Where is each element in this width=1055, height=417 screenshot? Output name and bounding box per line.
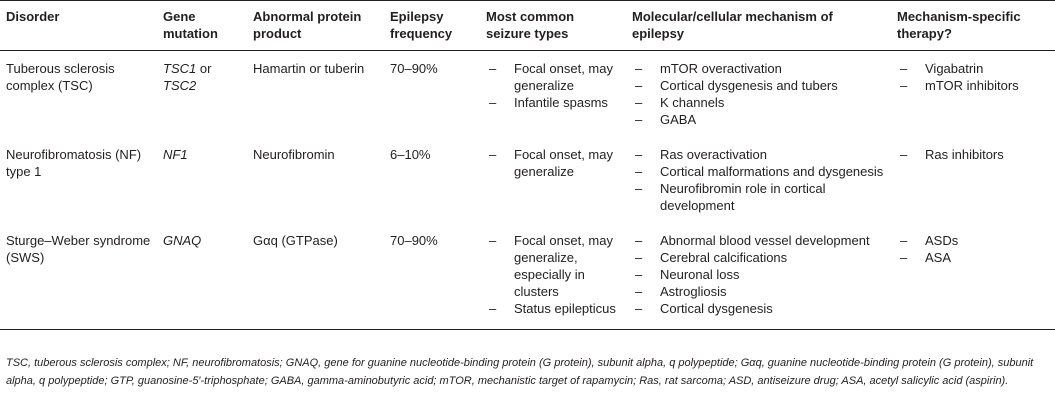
header-disorder: Disorder xyxy=(0,0,157,51)
gene-cell: NF1 xyxy=(157,137,247,223)
mechanism-cell: Ras overactivation Cortical malformation… xyxy=(626,137,891,223)
frequency-cell: 6–10% xyxy=(390,147,431,162)
mechanism-cell: mTOR overactivation Cortical dysgenesis … xyxy=(626,51,891,138)
header-abnormal-protein: Abnormal protein product xyxy=(247,0,384,51)
list-item: GABA xyxy=(632,111,885,128)
protein-cell: Neurofibromin xyxy=(253,147,335,162)
header-row: Disorder Gene mutation Abnormal protein … xyxy=(0,0,1055,51)
list-item: Ras inhibitors xyxy=(897,146,1049,163)
seizure-cell: Focal onset, may generalize Infantile sp… xyxy=(480,51,626,138)
gene-name: TSC2 xyxy=(163,78,197,93)
therapy-cell: Vigabatrin mTOR inhibitors xyxy=(891,51,1055,138)
disorder-cell: Tuberous sclerosis complex (TSC) xyxy=(6,61,115,93)
frequency-cell: 70–90% xyxy=(384,223,480,330)
list-item: Vigabatrin xyxy=(897,60,1049,77)
list-item: Cerebral calcifications xyxy=(632,249,885,266)
table-row: Tuberous sclerosis complex (TSC) TSC1 or… xyxy=(0,51,1055,138)
list-item: mTOR overactivation xyxy=(632,60,885,77)
gene-cell: GNAQ xyxy=(157,223,247,330)
list-item: Cortical dysgenesis and tubers xyxy=(632,77,885,94)
list-item: Infantile spasms xyxy=(486,94,620,111)
table-footnote: TSC, tuberous sclerosis complex; NF, neu… xyxy=(6,357,1034,387)
list-item: Cortical dysgenesis xyxy=(632,300,885,317)
gene-cell: TSC1 or TSC2 xyxy=(157,51,247,138)
frequency-cell: 70–90% xyxy=(390,61,438,76)
gene-name: NF1 xyxy=(163,147,188,162)
list-item: ASA xyxy=(897,249,1049,266)
protein-cell: Hamartin or tuberin xyxy=(253,61,365,76)
mechanism-cell: Abnormal blood vessel development Cerebr… xyxy=(626,223,891,330)
gene-name: GNAQ xyxy=(163,233,202,248)
list-item: Neuronal loss xyxy=(632,266,885,283)
disorder-cell: Neurofibromatosis (NF) type 1 xyxy=(6,147,142,179)
gene-name: TSC1 xyxy=(163,61,197,76)
disorder-cell: Sturge–Weber syndrome (SWS) xyxy=(0,223,157,330)
list-item: Status epilepticus xyxy=(486,300,620,317)
therapy-cell: Ras inhibitors xyxy=(891,137,1055,223)
table-row: Neurofibromatosis (NF) type 1 NF1 Neurof… xyxy=(0,137,1055,223)
therapy-cell: ASDs ASA xyxy=(891,223,1055,330)
list-item: Astrogliosis xyxy=(632,283,885,300)
header-therapy: Mechanism-specific therapy? xyxy=(891,0,1055,51)
header-gene-mutation: Gene mutation xyxy=(157,0,247,51)
list-item: Neurofibromin role in cortical developme… xyxy=(632,180,885,214)
header-mechanism: Molecular/cellular mechanism of epilepsy xyxy=(626,0,891,51)
header-epilepsy-frequency: Epilepsy frequency xyxy=(384,0,480,51)
seizure-cell: Focal onset, may generalize, especially … xyxy=(480,223,626,330)
list-item: Cortical malformations and dysgenesis xyxy=(632,163,885,180)
list-item: Focal onset, may generalize, especially … xyxy=(486,232,620,300)
list-item: Focal onset, may generalize xyxy=(486,146,620,180)
list-item: Focal onset, may generalize xyxy=(486,60,620,94)
gene-join: or xyxy=(196,61,212,76)
list-item: ASDs xyxy=(897,232,1049,249)
header-seizure-types: Most common seizure types xyxy=(480,0,626,51)
list-item: Ras overactivation xyxy=(632,146,885,163)
list-item: K channels xyxy=(632,94,885,111)
seizure-cell: Focal onset, may generalize xyxy=(480,137,626,223)
protein-cell: Gαq (GTPase) xyxy=(247,223,384,330)
list-item: Abnormal blood vessel development xyxy=(632,232,885,249)
disorders-table: Disorder Gene mutation Abnormal protein … xyxy=(0,0,1055,330)
list-item: mTOR inhibitors xyxy=(897,77,1049,94)
table-row: Sturge–Weber syndrome (SWS) GNAQ Gαq (GT… xyxy=(0,223,1055,330)
